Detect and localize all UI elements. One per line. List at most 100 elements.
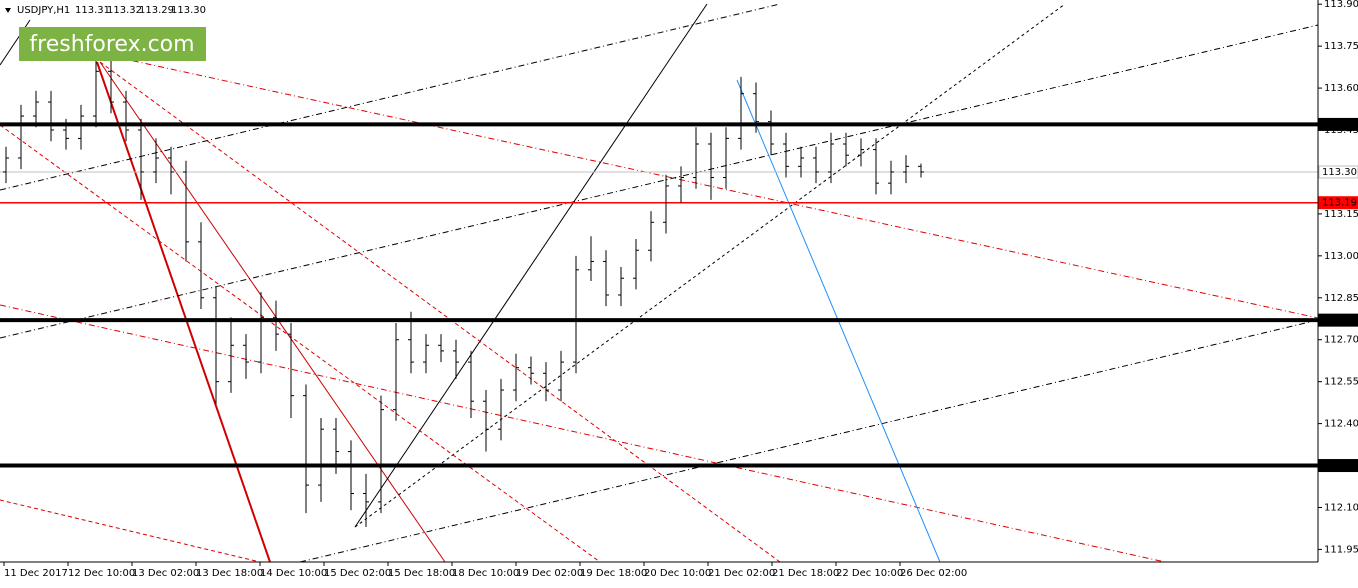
ohlc-bar [108,60,114,114]
x-tick-label: 14 Dec 10:00 [260,568,327,579]
level-label: 113.47 [1322,119,1357,130]
trendline [96,61,271,563]
bars [3,57,924,528]
logo-text: freshforex.com [29,32,194,57]
ohlc-bar [18,104,24,170]
ohlc-bar [543,362,549,402]
y-tick-label: 112.70 [1324,335,1358,346]
ohlc-bar [393,322,399,421]
trendline [0,24,1319,339]
ohlc-bar [318,418,324,502]
ohlc-bar [3,146,9,184]
level-label: 112.77 [1322,315,1357,326]
x-tick-label: 20 Dec 10:00 [644,568,711,579]
ohlc-bar [843,132,849,167]
ohlc-bar [273,300,279,351]
ohlc-bar [648,211,654,262]
x-tick-label: 21 Dec 02:00 [708,568,775,579]
ohlc-bar [573,255,579,374]
x-tick-label: 22 Dec 10:00 [836,568,903,579]
header: USDJPY,H1 113.31 113.32 113.29 113.30 [5,5,206,16]
ohlc-bar [483,390,489,452]
logo-box [19,27,206,61]
ohlc-bar [708,132,714,200]
x-tick-label: 15 Dec 18:00 [388,568,455,579]
ohlc-bar [93,57,99,128]
ohlc-bar [363,473,369,528]
x-tick-label: 19 Dec 02:00 [516,568,583,579]
ohlc-bar [438,334,444,363]
ohlc-bar [678,166,684,203]
ohlc-bar [168,146,174,195]
ohlc-bar [738,76,744,150]
y-tick-label: 113.15 [1324,209,1358,220]
ohlc-bar [423,334,429,374]
quote-high: 113.32 [107,5,142,16]
x-tick-label: 26 Dec 02:00 [900,568,967,579]
ohlc-bar [33,90,39,128]
ohlc-bar [618,267,624,307]
ohlc-bar [798,146,804,178]
trendline [119,57,1319,319]
trendline [299,319,1319,563]
ohlc-bar [348,440,354,511]
ohlc-bar [498,378,504,441]
ohlc-bar [723,127,729,189]
ohlc-bar [903,155,909,184]
ohlc-bar [753,82,759,133]
trendline [0,3,781,191]
y-tick-label: 113.00 [1324,251,1358,262]
x-tick-label: 13 Dec 02:00 [132,568,199,579]
ohlc-bar [588,236,594,281]
ohlc-bar [258,292,264,374]
quote-low: 113.29 [139,5,174,16]
ohlc-bar [633,239,639,290]
x-tick-label: 15 Dec 02:00 [324,568,391,579]
ohlc-bar [558,350,564,402]
ohlc-bar [228,317,234,393]
x-tick-label: 19 Dec 18:00 [580,568,647,579]
ohlc-bar [918,163,924,178]
symbol: USDJPY,H1 [17,5,70,16]
quote-close: 113.30 [171,5,206,16]
ohlc-bar [183,160,189,262]
ohlc-bar [78,104,84,150]
x-tick-label: 18 Dec 10:00 [452,568,519,579]
y-tick-label: 113.60 [1324,83,1358,94]
quote-open: 113.31 [75,5,110,16]
ohlc-bar [303,384,309,514]
ohlc-bar [48,90,54,142]
ohlc-bar [888,160,894,195]
ohlc-bar [693,127,699,189]
y-tick-label: 113.75 [1324,41,1358,52]
trendline [99,61,781,563]
ohlc-bar [453,339,459,379]
axis-labels: 113.90113.75113.60113.45113.30113.15113.… [3,0,1358,579]
ohlc-bar [198,222,204,309]
y-tick-label: 111.95 [1324,544,1358,555]
ohlc-bar [768,110,774,156]
x-tick-label: 11 Dec 2017 [4,568,68,579]
ohlc-bar [138,118,144,200]
level-label: 112.25 [1322,461,1357,472]
ohlc-bar [333,418,339,474]
level-tag [1318,117,1358,131]
level-tag [1318,459,1358,473]
ohlc-bar [408,311,414,374]
ohlc-bar [783,132,789,178]
ohlc-bar [468,350,474,419]
ohlc-bar [528,356,534,385]
ohlc-bar [243,334,249,379]
ohlc-bar [858,138,864,167]
ohlc-bar [873,138,879,195]
level-label: 113.19 [1322,198,1357,209]
x-tick-label: 21 Dec 18:00 [772,568,839,579]
x-tick-label: 12 Dec 10:00 [68,568,135,579]
trendline [0,124,601,563]
ohlc-bar [288,322,294,419]
trendline [354,3,708,528]
ohlc-bar [123,90,129,142]
ohlc-bar [813,146,819,184]
level-tag [1318,313,1358,327]
